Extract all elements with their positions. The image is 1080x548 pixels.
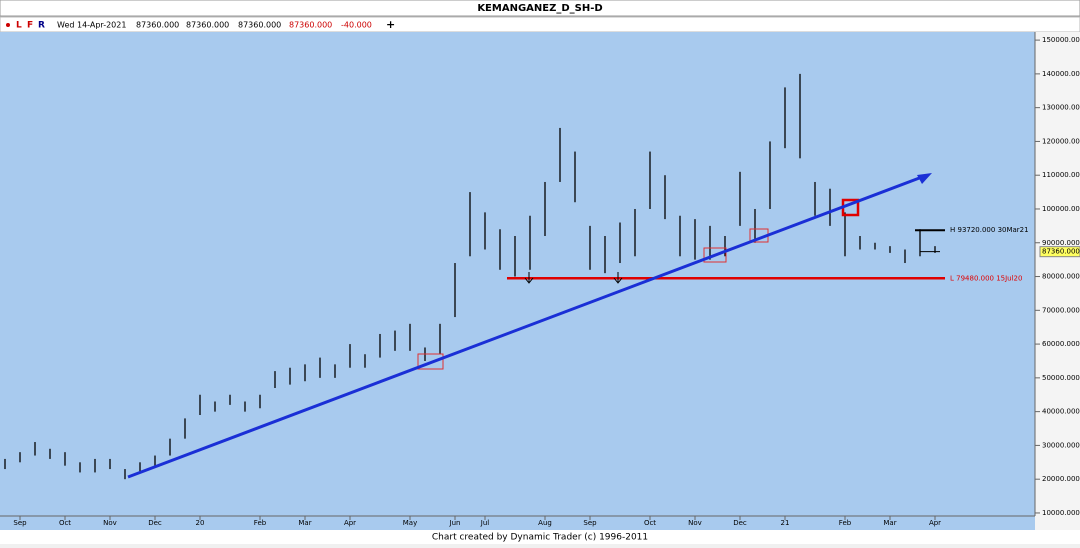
footer: Chart created by Dynamic Trader (c) 1996…: [432, 533, 648, 543]
y-tick-label: 120000.000: [1042, 137, 1080, 145]
y-tick-label: 40000.000: [1042, 408, 1080, 416]
toggle[interactable]: R: [38, 21, 45, 31]
trend-line: [127, 175, 923, 479]
quote-value: 87360.000: [136, 21, 179, 30]
x-tick-label: 20: [196, 519, 205, 527]
y-tick-label: 30000.000: [1042, 441, 1080, 449]
add-button[interactable]: +: [386, 18, 395, 31]
toggle[interactable]: F: [27, 21, 33, 31]
chart-title: KEMANGANEZ_D_SH-D: [477, 3, 602, 14]
high-label: H 93720.000 30Mar21: [950, 226, 1029, 234]
x-tick-label: 21: [781, 519, 790, 527]
x-tick-label: Jul: [480, 519, 490, 527]
y-tick-label: 50000.000: [1042, 374, 1080, 382]
x-tick-label: Nov: [688, 519, 702, 527]
y-tick-label: 130000.000: [1042, 104, 1080, 112]
status-dot: [6, 23, 10, 27]
x-tick-label: Feb: [254, 519, 267, 527]
x-tick-label: Dec: [733, 519, 747, 527]
x-tick-label: May: [403, 519, 417, 527]
quote-change: -40.000: [341, 21, 372, 30]
title-bar: [0, 0, 1080, 17]
quote-date: Wed 14-Apr-2021: [57, 21, 126, 30]
y-tick-label: 10000.000: [1042, 509, 1080, 517]
x-tick-label: Nov: [103, 519, 117, 527]
y-tick-label: 150000.000: [1042, 36, 1080, 44]
y-tick-label: 140000.000: [1042, 70, 1080, 78]
y-tick-label: 110000.000: [1042, 171, 1080, 179]
y-tick-label: 100000.000: [1042, 205, 1080, 213]
y-axis-area: [1035, 32, 1080, 530]
y-tick-label: 90000.000: [1042, 239, 1080, 247]
x-tick-label: Aug: [538, 519, 552, 527]
pivot-arrow: [524, 272, 623, 284]
last-price-box: [1039, 246, 1080, 258]
x-tick-label: Feb: [839, 519, 852, 527]
x-tick-label: Apr: [929, 519, 941, 527]
quote-value: 87360.000: [289, 21, 332, 30]
x-tick-label: Oct: [644, 519, 656, 527]
y-tick-label: 20000.000: [1042, 475, 1080, 483]
support-label: L 79480.000 15Jul20: [950, 274, 1022, 282]
x-tick-label: Sep: [583, 519, 597, 527]
quote-value: 87360.000: [238, 21, 281, 30]
y-tick-label: 80000.000: [1042, 273, 1080, 281]
x-tick-label: Dec: [148, 519, 162, 527]
quote-value: 87360.000: [186, 21, 229, 30]
last-price-label: 87360.000: [1042, 248, 1080, 256]
footer-bar: [0, 530, 1080, 544]
x-tick-label: Mar: [883, 519, 896, 527]
trend-arrow: [917, 173, 932, 184]
plot-area: [0, 32, 1035, 530]
x-tick-label: Mar: [298, 519, 311, 527]
x-tick-label: Apr: [344, 519, 356, 527]
marks: 150000.000 140000.000 130000.000 120000.000…: [4, 36, 1080, 527]
marker-box: [703, 247, 727, 263]
y-tick-label: 60000.000: [1042, 340, 1080, 348]
toggle[interactable]: L: [16, 21, 22, 31]
x-tick-label: Oct: [59, 519, 71, 527]
marker-box: [417, 353, 444, 370]
x-tick-label: Sep: [13, 519, 27, 527]
y-tick-label: 70000.000: [1042, 306, 1080, 314]
x-tick-label: Jun: [449, 519, 461, 527]
